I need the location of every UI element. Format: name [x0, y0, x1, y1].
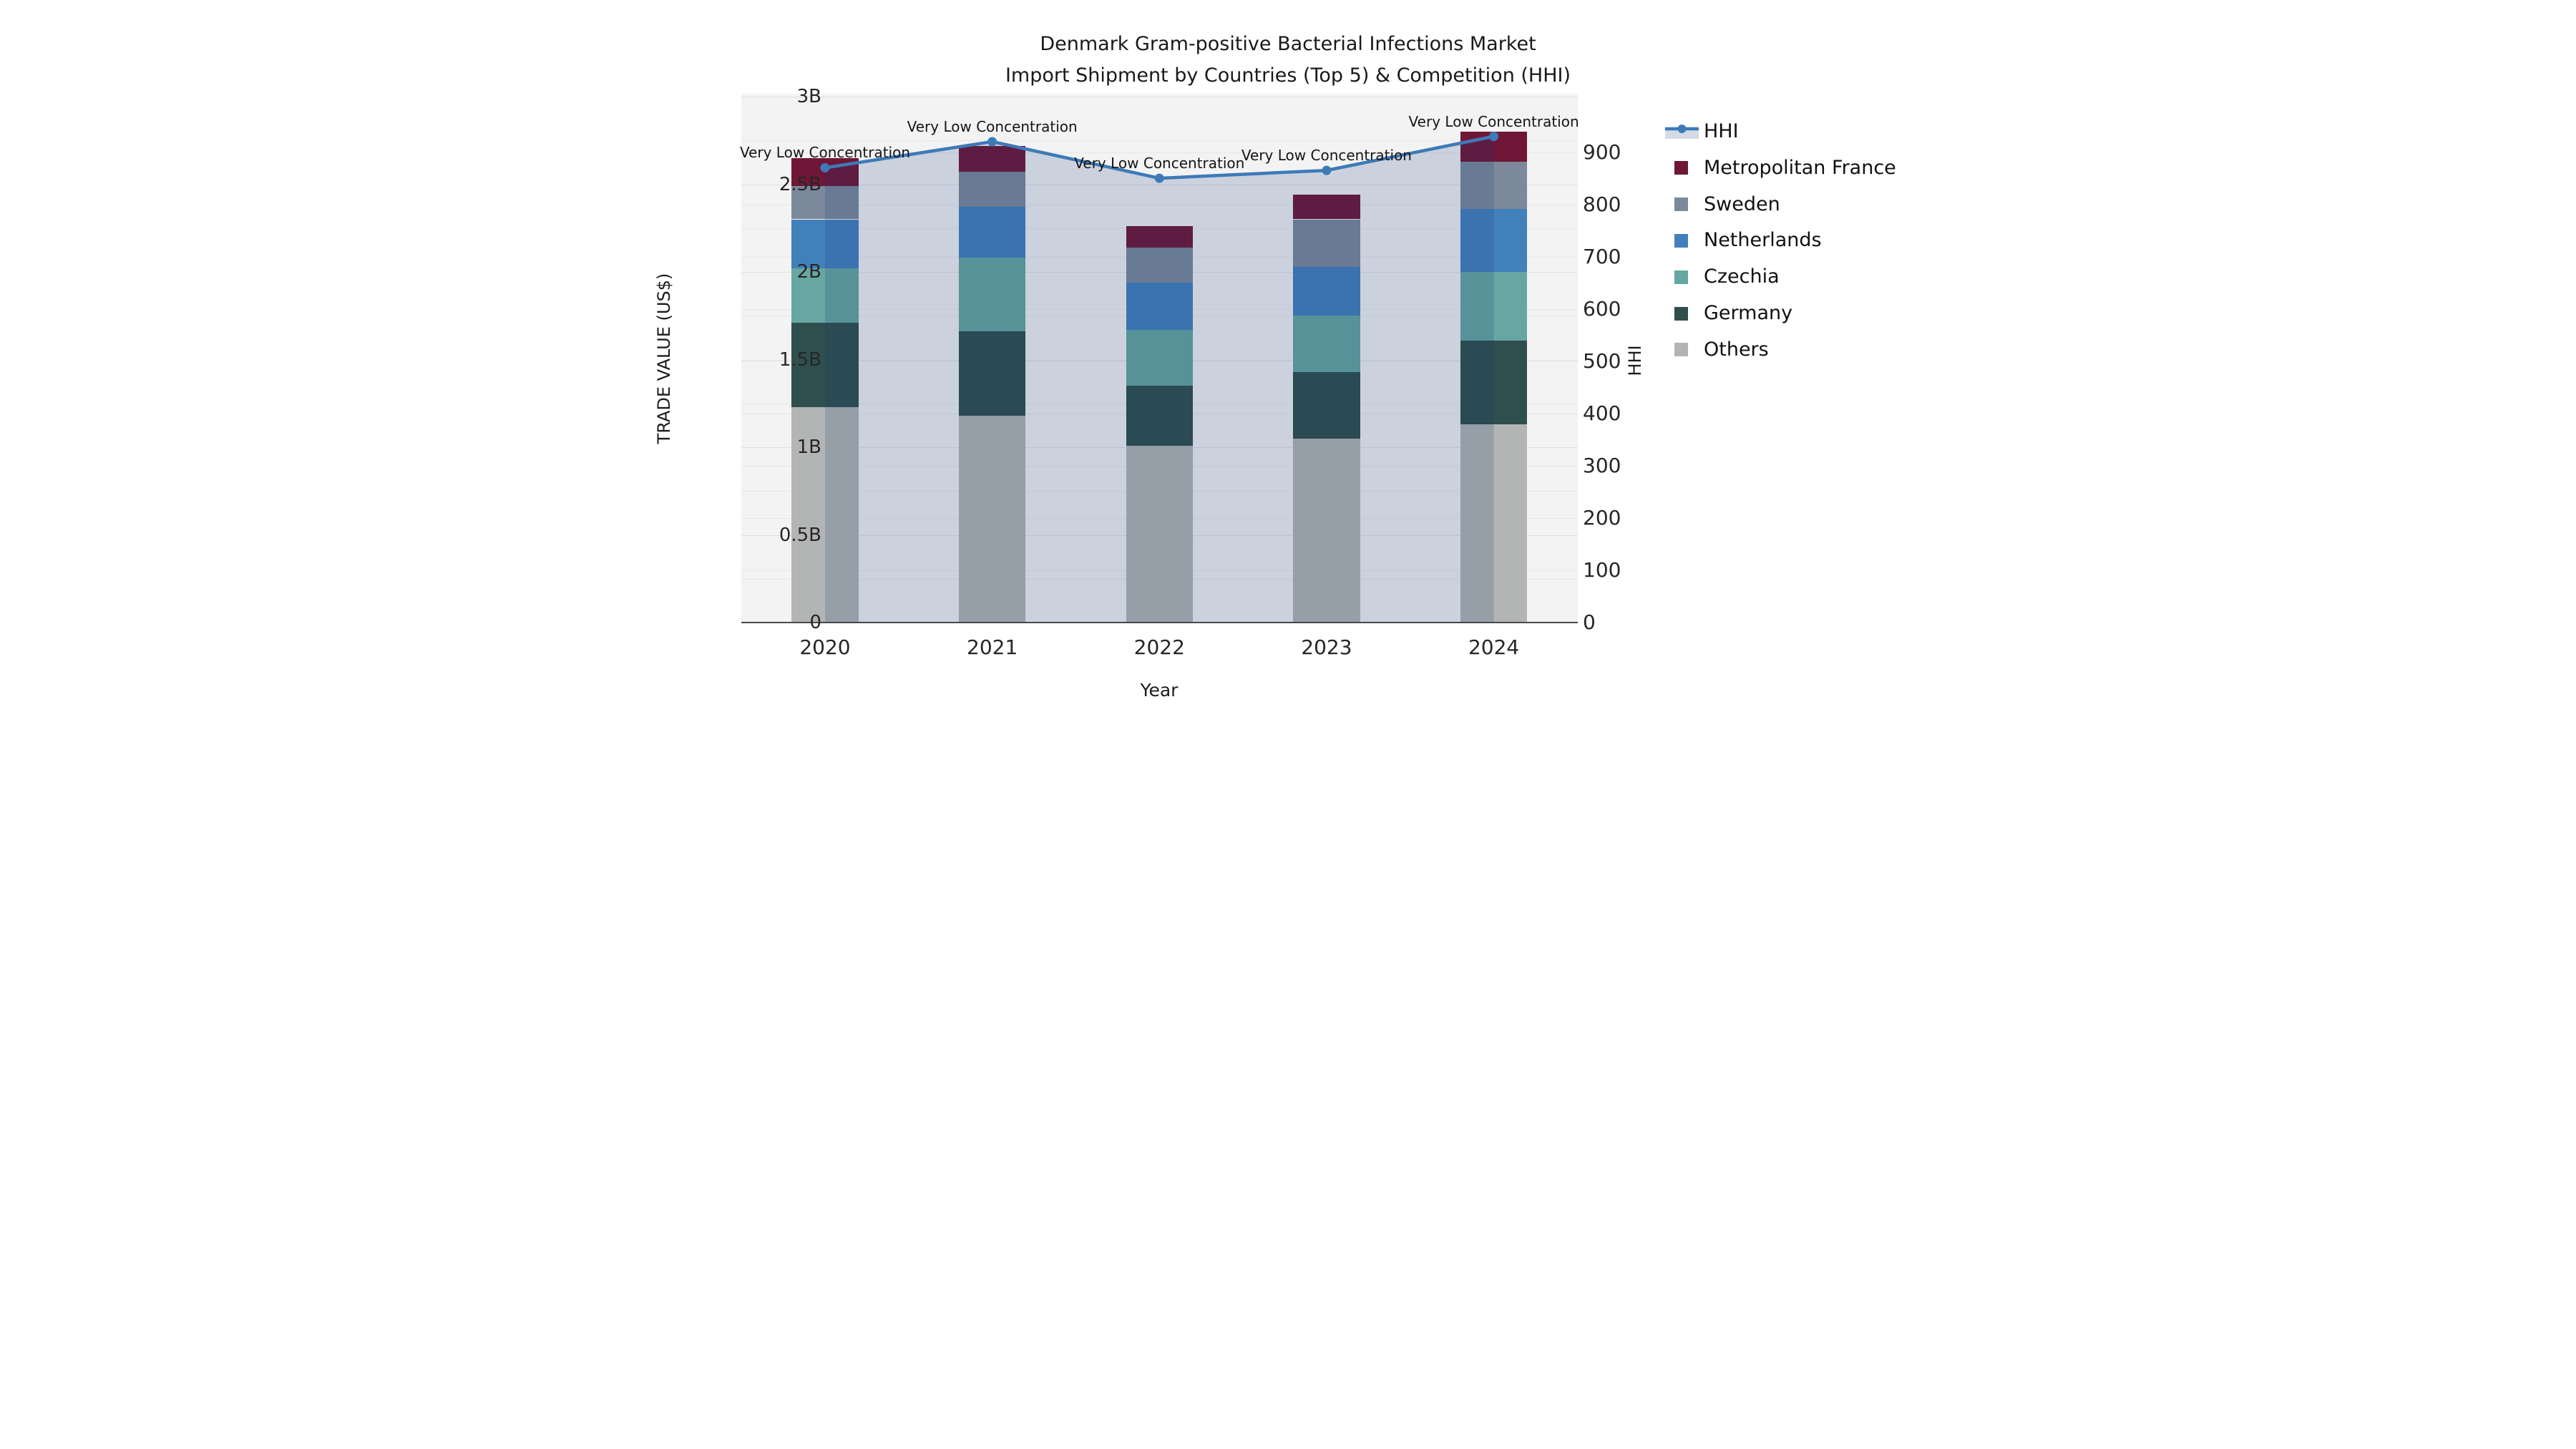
y-left-tick-label: 3B: [796, 86, 821, 107]
y-right-tick-label: 900: [1583, 140, 1621, 164]
legend-swatch-netherlands: [1674, 233, 1688, 248]
y-left-tick-label: 2B: [796, 261, 821, 283]
legend-swatch-others: [1674, 343, 1688, 357]
bar-segment-sweden-2021: [958, 172, 1026, 208]
bar-segment-others-2023: [1293, 438, 1360, 623]
bar-segment-netherlands-2024: [1460, 208, 1528, 272]
legend-swatch-germany: [1674, 306, 1688, 321]
legend-swatch-metropolitan-france: [1674, 161, 1688, 175]
chart-subtitle: Import Shipment by Countries (Top 5) & C…: [1005, 64, 1571, 87]
y-right-tick-label: 200: [1583, 505, 1621, 530]
y-right-tick-label: 700: [1583, 244, 1621, 268]
bar-segment-germany-2023: [1293, 371, 1360, 439]
annotation-2023: Very Low Concentration: [1241, 147, 1412, 165]
legend-swatch-sweden: [1674, 197, 1688, 212]
y-right-tick-label: 0: [1583, 610, 1596, 634]
y-right-tick-label: 800: [1583, 192, 1621, 216]
bar-segment-netherlands-2023: [1293, 266, 1360, 316]
y-left-tick-label: 2.5B: [779, 173, 821, 195]
x-tick-label-2021: 2021: [967, 635, 1018, 659]
y-right-tick-label: 300: [1583, 453, 1621, 477]
annotation-2021: Very Low Concentration: [907, 117, 1078, 135]
x-tick-label-2020: 2020: [799, 635, 851, 659]
bar-segment-others-2020: [791, 406, 859, 623]
annotation-2022: Very Low Concentration: [1074, 155, 1245, 172]
bar-segment-germany-2021: [958, 331, 1026, 416]
annotation-2020: Very Low Concentration: [739, 144, 911, 162]
bar-segment-germany-2022: [1126, 386, 1194, 446]
hhi-legend-sample: [1665, 123, 1699, 140]
bar-segment-czechia-2021: [958, 258, 1026, 332]
x-tick-label-2024: 2024: [1468, 635, 1520, 659]
y-right-tick-label: 500: [1583, 348, 1621, 373]
bar-segment-czechia-2024: [1460, 272, 1528, 341]
bar-segment-sweden-2020: [791, 185, 859, 220]
bar-segment-czechia-2022: [1126, 329, 1194, 386]
x-axis-line: [741, 622, 1578, 623]
bar-segment-netherlands-2021: [958, 207, 1026, 258]
legend-label: Germany: [1704, 302, 1793, 324]
chart-title: Denmark Gram-positive Bacterial Infectio…: [1040, 33, 1536, 55]
y-left-tick-label: 0.5B: [779, 524, 821, 546]
bar-segment-germany-2024: [1460, 340, 1528, 425]
bar-segment-others-2022: [1126, 445, 1194, 623]
bar-segment-germany-2020: [791, 323, 859, 407]
y-left-tick-label: 1B: [796, 436, 821, 458]
bar-segment-netherlands-2022: [1126, 282, 1194, 330]
bar-segment-sweden-2022: [1126, 247, 1194, 283]
bar-segment-metropolitan-france-2021: [958, 145, 1026, 172]
x-tick-label-2023: 2023: [1301, 635, 1352, 659]
bar-segment-sweden-2023: [1293, 219, 1360, 267]
legend-label: Sweden: [1704, 192, 1780, 215]
legend-swatch-czechia: [1674, 270, 1688, 284]
legend-label: Czechia: [1704, 265, 1780, 288]
bar-segment-metropolitan-france-2023: [1293, 195, 1360, 220]
bar-segment-sweden-2024: [1460, 161, 1528, 209]
bar-segment-czechia-2020: [791, 268, 859, 323]
y-left-tick-label: 1.5B: [779, 348, 821, 371]
annotation-2024: Very Low Concentration: [1408, 112, 1579, 130]
bar-segment-netherlands-2020: [791, 219, 859, 269]
bar-segment-metropolitan-france-2022: [1126, 226, 1194, 248]
bar-segment-metropolitan-france-2024: [1460, 132, 1528, 162]
y-right-tick-label: 600: [1583, 296, 1621, 321]
gridline: [741, 140, 1578, 142]
legend-label: Metropolitan France: [1704, 156, 1896, 179]
bar-segment-others-2021: [958, 415, 1026, 623]
y-left-tick-label: 0: [809, 612, 821, 633]
y-right-tick-label: 400: [1583, 401, 1621, 425]
x-tick-label-2022: 2022: [1133, 635, 1185, 659]
bar-segment-czechia-2023: [1293, 316, 1360, 372]
x-axis-label: Year: [1140, 680, 1179, 701]
y-axis-label-left: TRADE VALUE (US$): [654, 273, 674, 444]
chart-figure: Denmark Gram-positive Bacterial Infectio…: [644, 0, 1932, 725]
bar-segment-others-2024: [1460, 424, 1528, 623]
legend-label: Netherlands: [1704, 229, 1822, 252]
legend-label: Others: [1704, 338, 1769, 361]
legend-label: HHI: [1704, 120, 1739, 142]
y-right-tick-label: 100: [1583, 557, 1621, 582]
